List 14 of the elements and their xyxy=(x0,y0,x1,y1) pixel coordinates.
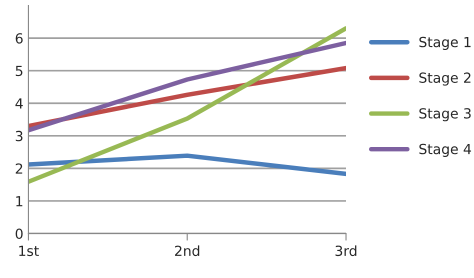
legend-label: Stage 1 xyxy=(419,36,471,50)
y-tick-label: 6 xyxy=(16,33,23,44)
y-tick-label: 5 xyxy=(16,66,22,76)
x-tick-label: 3rd xyxy=(336,245,356,256)
y-tick-label: 3 xyxy=(16,130,22,142)
x-tick-label: 2nd xyxy=(175,245,200,256)
y-tick-label: 0 xyxy=(16,228,23,239)
y-tick-label: 2 xyxy=(16,163,22,174)
legend-label: Stage 3 xyxy=(419,108,471,122)
y-tick-label: 1 xyxy=(16,196,22,206)
legend-label: Stage 2 xyxy=(419,72,470,86)
legend-label: Stage 4 xyxy=(419,144,472,157)
y-tick-label: 4 xyxy=(15,98,23,109)
x-tick-label: 1st xyxy=(19,246,39,256)
